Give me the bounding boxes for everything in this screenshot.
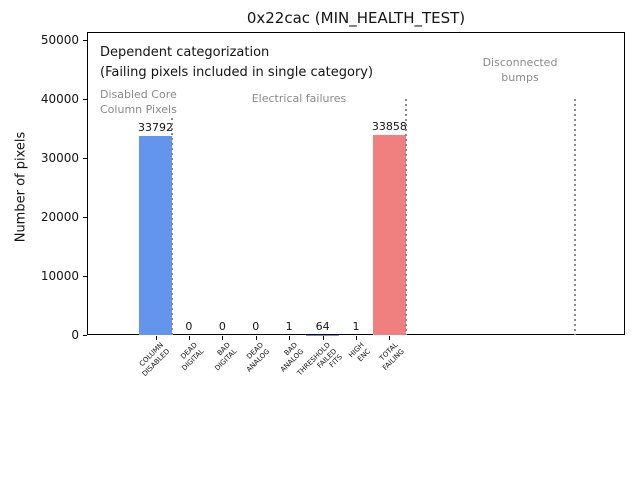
x-tick-mark xyxy=(155,336,157,340)
x-tick-mark xyxy=(322,336,324,340)
y-tick-label: 50000 xyxy=(40,32,79,47)
note-dependent-categorization: Dependent categorization xyxy=(100,45,270,60)
note-failing-pixels: (Failing pixels included in single categ… xyxy=(100,65,374,80)
x-tick-label: DEAD DIGITAL xyxy=(178,341,205,373)
group-label-disabled-core-column-pixels: Disabled Core Column Pixels xyxy=(100,88,177,116)
x-tick-label: BAD DIGITAL xyxy=(212,341,239,373)
y-tick-label: 10000 xyxy=(40,268,79,283)
chart-title: 0x22cac (MIN_HEALTH_TEST) xyxy=(246,9,466,27)
group-separator-line xyxy=(573,98,576,335)
bar-value-label: 33858 xyxy=(371,120,407,134)
y-tick-mark xyxy=(83,98,87,100)
group-label-electrical-failures: Electrical failures xyxy=(251,92,347,105)
x-tick-label: COLUMN DISABLED xyxy=(138,341,172,378)
x-tick-mark xyxy=(389,336,391,340)
y-tick-mark xyxy=(83,335,87,336)
y-tick-mark xyxy=(83,216,87,218)
y-tick-mark xyxy=(83,157,87,159)
bar-value-label: 0 xyxy=(252,320,260,333)
x-tick-mark xyxy=(356,336,357,340)
x-tick-label: TOTAL FAILING xyxy=(377,341,406,372)
y-tick-label: 40000 xyxy=(40,91,79,106)
bar xyxy=(372,135,407,335)
bar-value-label: 0 xyxy=(218,320,226,333)
x-tick-label: HIGH ENC xyxy=(347,341,372,363)
bar-value-label: 64 xyxy=(315,319,330,333)
group-separator-line xyxy=(171,117,174,335)
y-tick-label: 30000 xyxy=(40,150,79,165)
bar-value-label: 1 xyxy=(285,319,293,333)
bar-value-label: 1 xyxy=(352,319,360,333)
plot-area xyxy=(87,32,625,335)
x-tick-mark xyxy=(289,336,291,340)
x-tick-mark xyxy=(222,336,224,340)
y-tick-mark xyxy=(83,39,87,41)
group-label-disconnected-bumps: Disconnected bumps xyxy=(482,56,558,84)
bar xyxy=(138,135,173,335)
x-tick-mark xyxy=(188,336,190,340)
bar-value-label: 0 xyxy=(185,320,193,333)
x-tick-label: THRESHOLD FAILED FITS xyxy=(295,341,345,378)
x-tick-label: DEAD ANALOG xyxy=(244,341,272,374)
y-tick-label: 20000 xyxy=(40,209,79,224)
x-tick-mark xyxy=(255,336,257,340)
group-separator-line xyxy=(405,98,408,335)
bar-value-label: 33792 xyxy=(138,120,173,134)
y-tick-label: 0 xyxy=(71,328,79,342)
y-tick-mark xyxy=(83,275,87,277)
y-axis-label: Number of pixels xyxy=(13,131,29,243)
